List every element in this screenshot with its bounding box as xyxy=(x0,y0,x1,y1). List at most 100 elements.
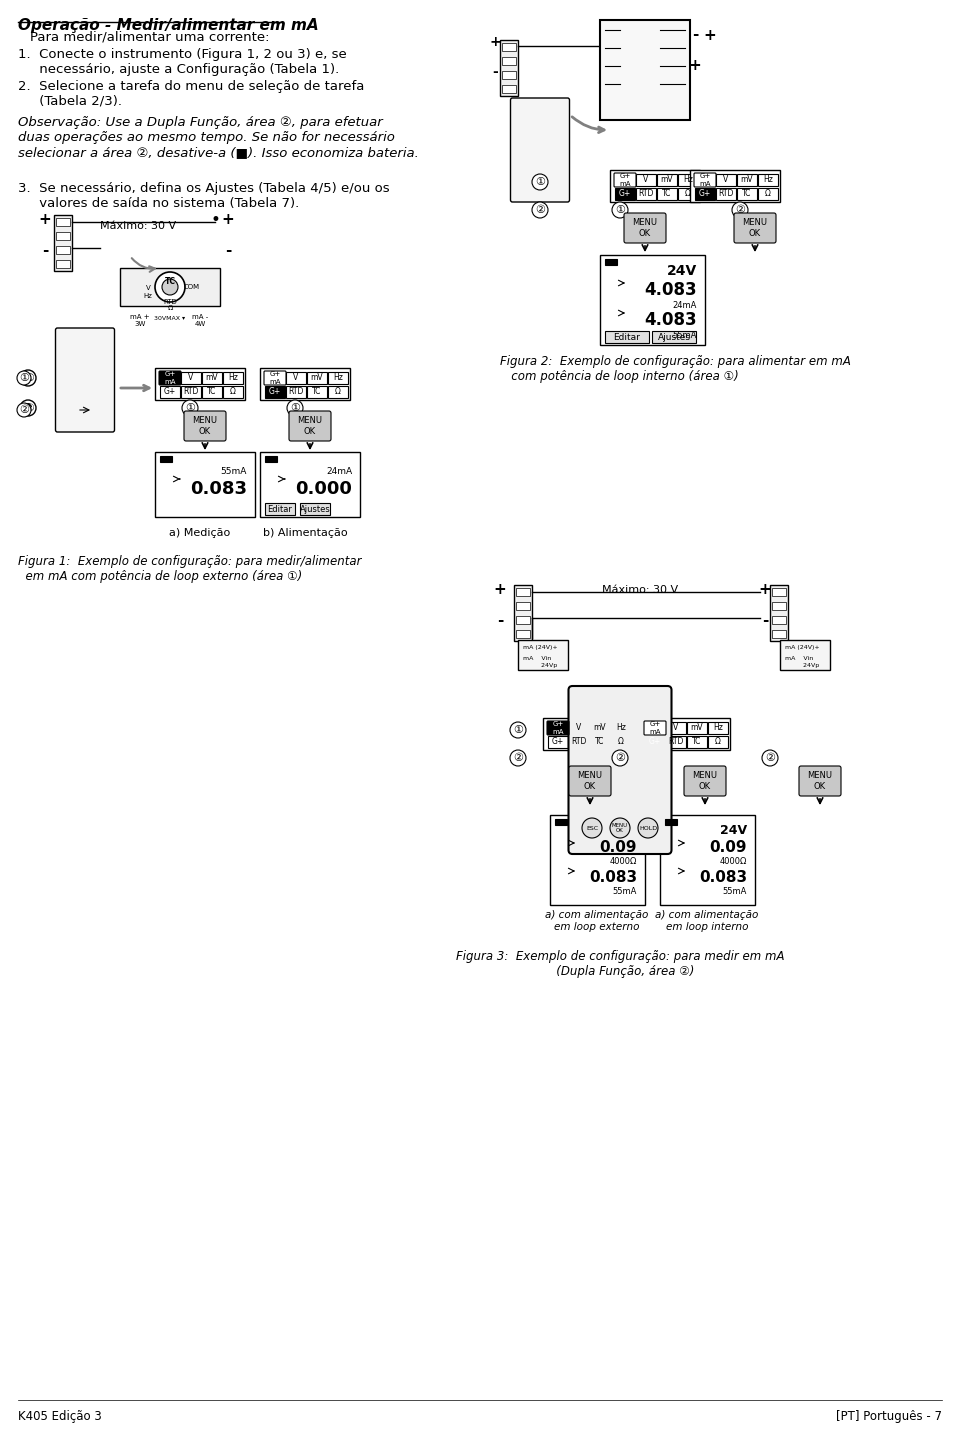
Text: TC: TC xyxy=(742,190,752,198)
Bar xyxy=(590,721,610,734)
Text: MENU
OK: MENU OK xyxy=(193,417,218,435)
Bar xyxy=(155,453,255,517)
Circle shape xyxy=(762,750,778,766)
Circle shape xyxy=(582,818,602,838)
Bar xyxy=(540,134,550,142)
Text: RTD
Ω: RTD Ω xyxy=(163,299,177,312)
Text: b) Alimentação: b) Alimentação xyxy=(263,527,348,537)
Bar xyxy=(553,144,563,152)
Text: Hz: Hz xyxy=(616,723,626,733)
Bar xyxy=(569,736,589,749)
FancyBboxPatch shape xyxy=(289,411,331,441)
Text: RTD: RTD xyxy=(638,190,654,198)
Bar xyxy=(657,174,677,185)
Text: RTD: RTD xyxy=(668,737,684,746)
Text: +: + xyxy=(490,34,501,49)
Text: MENU
OK: MENU OK xyxy=(612,822,628,833)
Bar xyxy=(758,174,778,185)
Bar xyxy=(62,338,108,361)
Text: ①: ① xyxy=(26,374,35,384)
Bar xyxy=(529,134,539,142)
Circle shape xyxy=(532,174,548,190)
Text: 0.09: 0.09 xyxy=(599,841,637,855)
Bar xyxy=(553,154,563,162)
Bar xyxy=(502,57,516,65)
Bar xyxy=(605,259,617,264)
Bar xyxy=(98,374,108,382)
Bar xyxy=(581,746,597,760)
Bar xyxy=(61,374,71,382)
Bar xyxy=(56,218,70,226)
Bar xyxy=(772,602,786,609)
Text: MENU
OK: MENU OK xyxy=(742,218,767,237)
Text: Ajustes: Ajustes xyxy=(300,504,330,513)
Text: +: + xyxy=(222,213,234,227)
Text: Ω: Ω xyxy=(230,388,236,397)
Circle shape xyxy=(612,203,628,218)
Bar xyxy=(529,154,539,162)
Text: Editar: Editar xyxy=(613,332,640,342)
Bar xyxy=(581,782,597,796)
Text: +: + xyxy=(38,213,52,227)
Bar xyxy=(286,387,306,398)
Text: 1.  Conecte o instrumento (Figura 1, 2 ou 3) e, se
     necessário, ajuste a Con: 1. Conecte o instrumento (Figura 1, 2 ou… xyxy=(18,47,347,76)
Text: Máximo: 30 V: Máximo: 30 V xyxy=(602,585,678,595)
Text: 4.083: 4.083 xyxy=(644,310,697,329)
Text: [PT] Português - 7: [PT] Português - 7 xyxy=(836,1410,942,1423)
Text: Figura 2:  Exemplo de configuração: para alimentar em mA
   com potência de loop: Figura 2: Exemplo de configuração: para … xyxy=(500,355,851,384)
Bar xyxy=(645,736,665,749)
Text: -: - xyxy=(497,612,503,628)
Bar xyxy=(687,736,707,749)
Text: ①: ① xyxy=(535,177,545,187)
Text: Figura 3:  Exemplo de configuração: para medir em mA
   (Dupla Função, área ②): Figura 3: Exemplo de configuração: para … xyxy=(456,950,784,979)
Text: ②: ② xyxy=(735,205,745,216)
Bar xyxy=(678,174,698,185)
Bar xyxy=(328,372,348,384)
Text: 24Vp: 24Vp xyxy=(523,664,557,668)
Bar xyxy=(54,216,72,272)
Text: ②: ② xyxy=(615,753,625,763)
Bar xyxy=(620,782,637,796)
Bar xyxy=(636,188,656,200)
Bar xyxy=(502,70,516,79)
Text: TC: TC xyxy=(164,277,176,286)
Text: Ω: Ω xyxy=(685,190,691,198)
Text: Editar: Editar xyxy=(268,504,293,513)
Bar xyxy=(601,782,617,796)
Text: Hz: Hz xyxy=(228,374,238,382)
Text: 4000Ω: 4000Ω xyxy=(610,856,637,865)
Bar xyxy=(265,387,285,398)
Text: V
Hz: V Hz xyxy=(144,286,153,299)
Bar xyxy=(555,819,567,825)
Text: Hz: Hz xyxy=(684,175,693,184)
Text: Ω: Ω xyxy=(618,737,624,746)
Bar xyxy=(600,254,705,345)
Text: mV: mV xyxy=(690,723,704,733)
Text: ②: ② xyxy=(765,753,775,763)
Text: Ω: Ω xyxy=(715,737,721,746)
Text: RTD: RTD xyxy=(183,388,199,397)
Bar xyxy=(601,746,617,760)
Bar xyxy=(98,384,108,392)
Text: 3.  Se necessário, defina os Ajustes (Tabela 4/5) e/ou os
     valores de saída : 3. Se necessário, defina os Ajustes (Tab… xyxy=(18,182,390,210)
Text: TC: TC xyxy=(662,190,672,198)
Bar xyxy=(758,188,778,200)
Text: G+
mA: G+ mA xyxy=(552,721,564,734)
Bar xyxy=(328,387,348,398)
FancyBboxPatch shape xyxy=(547,721,569,734)
Text: Hz: Hz xyxy=(713,723,723,733)
Text: Operação - Medir/alimentar em mA: Operação - Medir/alimentar em mA xyxy=(18,19,319,33)
Bar xyxy=(500,40,518,96)
Bar xyxy=(223,372,243,384)
Bar xyxy=(666,721,686,734)
FancyBboxPatch shape xyxy=(799,766,841,796)
Bar xyxy=(502,43,516,50)
Text: MENU
OK: MENU OK xyxy=(578,772,603,790)
Bar xyxy=(657,188,677,200)
Circle shape xyxy=(155,272,185,302)
Text: 55mA: 55mA xyxy=(221,467,247,477)
Circle shape xyxy=(612,750,628,766)
Bar xyxy=(516,602,530,609)
FancyBboxPatch shape xyxy=(511,98,569,203)
Circle shape xyxy=(162,279,178,295)
